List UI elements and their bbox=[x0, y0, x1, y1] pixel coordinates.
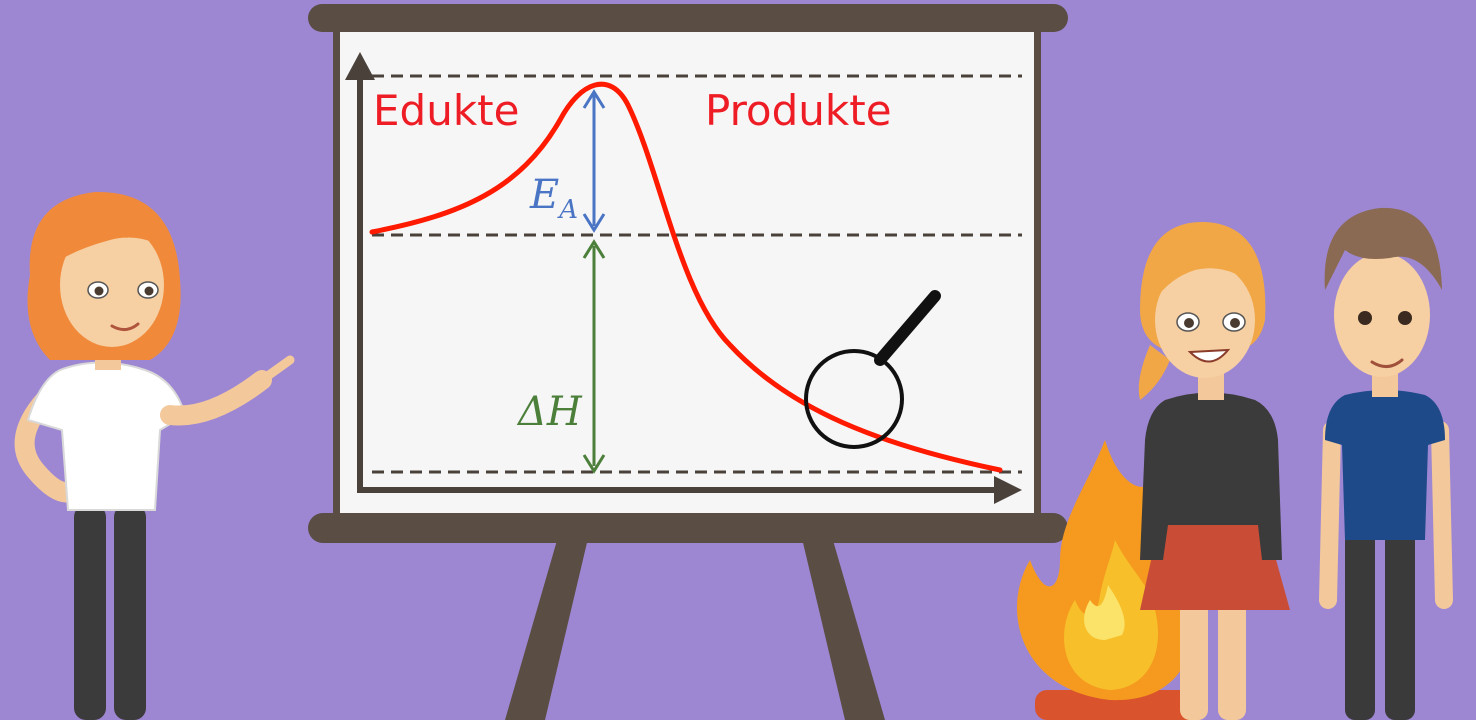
label-activation-energy-sub: A bbox=[557, 195, 578, 225]
y-axis-arrowhead bbox=[345, 52, 375, 80]
magnifier-icon bbox=[804, 290, 941, 449]
easel-leg-left bbox=[505, 530, 590, 720]
label-activation-energy: EA bbox=[529, 172, 578, 225]
board-top-bar bbox=[308, 4, 1068, 32]
label-products: Produkte bbox=[705, 86, 892, 135]
enthalpy-arrow bbox=[582, 239, 606, 474]
teacher-character bbox=[14, 191, 295, 720]
energy-diagram: Edukte Produkte EA ΔH bbox=[345, 52, 1022, 504]
label-activation-energy-main: E bbox=[529, 172, 559, 218]
student-girl-character bbox=[1138, 221, 1290, 720]
board-bottom-bar bbox=[308, 513, 1068, 543]
label-educts: Edukte bbox=[373, 86, 519, 135]
easel-leg-right bbox=[800, 530, 885, 720]
x-axis-arrowhead bbox=[994, 476, 1022, 504]
label-enthalpy: ΔH bbox=[516, 389, 583, 435]
student-boy-character bbox=[1319, 207, 1453, 720]
activation-energy-arrow bbox=[582, 89, 606, 233]
reaction-curve bbox=[369, 81, 1003, 473]
easel bbox=[308, 4, 1068, 720]
